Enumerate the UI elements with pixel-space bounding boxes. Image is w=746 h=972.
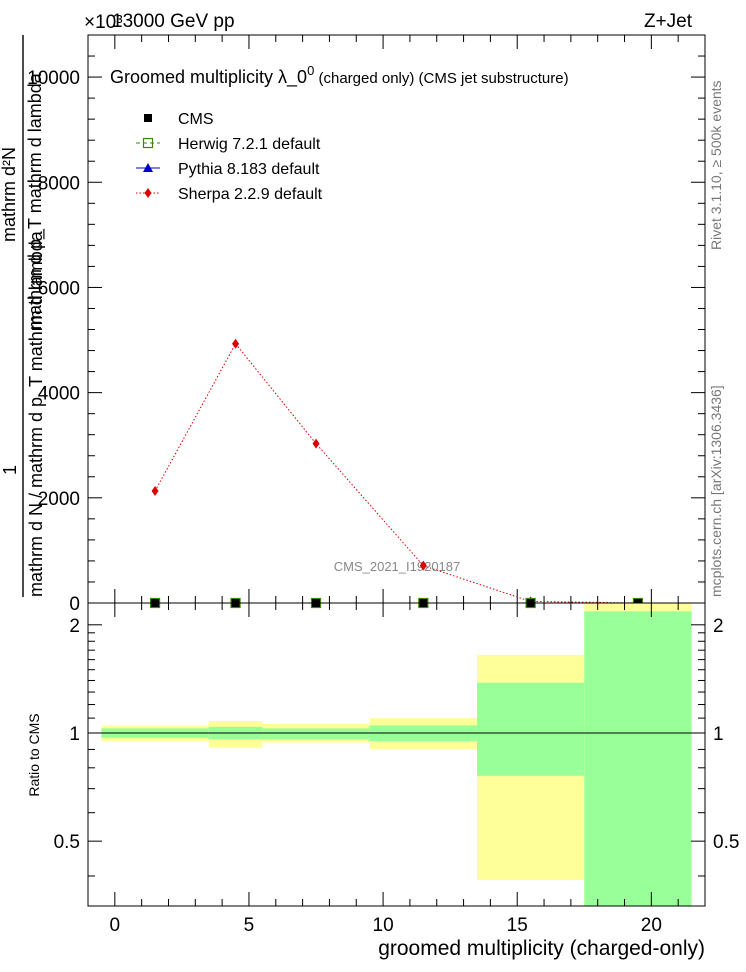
data-point [312, 438, 320, 449]
ytick-label: 2000 [38, 489, 80, 510]
ytick-label: 4000 [38, 384, 80, 405]
legend-marker [144, 114, 152, 122]
mcplots-label: mcplots.cern.ch [arXiv:1306.3436] [708, 385, 724, 597]
x-axis-label: groomed multiplicity (charged-only) [378, 937, 705, 960]
ylabel-numerator-denom: mathrm d p_T mathrm d lambda [25, 72, 46, 330]
main-xticks [87, 35, 706, 603]
xtick-label: 15 [507, 915, 528, 936]
data-point [151, 485, 159, 496]
legend: CMS Herwig 7.2.1 default Pythia 8.183 defa… [136, 111, 323, 203]
ratio-xticks: 0 5 10 15 20 [87, 603, 706, 936]
ytick-label: 6000 [38, 278, 80, 299]
ratio-band-green [476, 682, 585, 776]
analysis-watermark: CMS_2021_I1920187 [334, 559, 461, 574]
main-panel: 0 2000 4000 6000 8000 10000 Groomed multiplic… [27, 34, 706, 615]
ytick-label: 0 [69, 594, 80, 615]
ytick-label: 10000 [27, 68, 80, 89]
ratio-ytick-label-right: 2 [713, 616, 724, 637]
ratio-panel: 0.5 0.5 1 1 2 2 0 5 10 15 20 Ratio to CMS groomed… [26, 602, 739, 960]
ylabel-denominator: mathrm d N / mathrm d p_T mathrm d lambd… [26, 230, 47, 597]
energy-label: 13000 GeV pp [112, 11, 235, 32]
process-label: Z+Jet [644, 11, 693, 32]
ratio-yticks: 0.5 0.5 1 1 2 2 [54, 616, 739, 877]
data-point [419, 560, 427, 571]
plot-title: Groomed multiplicity λ_00 (charged only)… [110, 63, 569, 88]
legend-label: Herwig 7.2.1 default [178, 136, 321, 153]
ratio-bands [101, 603, 692, 906]
exponent-label: ×10³ [84, 12, 123, 33]
legend-label: CMS [178, 111, 214, 128]
main-ylabel: 1 mathrm d N / mathrm d p_T mathrm d lam… [0, 35, 47, 597]
main-yticks: 0 2000 4000 6000 8000 10000 [27, 34, 705, 615]
ratio-band-green [584, 611, 692, 906]
rivet-label: Rivet 3.1.10, ≥ 500k events [708, 80, 724, 250]
legend-label: Sherpa 2.2.9 default [178, 186, 323, 203]
ratio-frame [87, 602, 706, 907]
ratio-ytick-label-right: 1 [713, 724, 724, 745]
legend-label: Pythia 8.183 default [178, 161, 320, 178]
xtick-label: 20 [641, 915, 662, 936]
data-point [232, 338, 240, 349]
ylabel-one: 1 [0, 465, 20, 475]
ratio-ytick-label: 0.5 [54, 832, 80, 853]
ratio-ylabel: Ratio to CMS [26, 713, 42, 796]
xtick-label: 10 [373, 915, 394, 936]
legend-marker [142, 137, 154, 149]
ratio-ytick-label: 1 [69, 724, 80, 745]
legend-marker [143, 163, 153, 172]
ratio-band-green [262, 728, 370, 740]
ratio-ytick-label: 2 [69, 616, 80, 637]
ratio-ytick-label-right: 0.5 [713, 832, 739, 853]
legend-marker [144, 188, 152, 198]
ylabel-numerator: mathrm d²N [0, 147, 19, 242]
xtick-label: 0 [110, 915, 121, 936]
xtick-label: 5 [244, 915, 255, 936]
ytick-label: 8000 [38, 173, 80, 194]
